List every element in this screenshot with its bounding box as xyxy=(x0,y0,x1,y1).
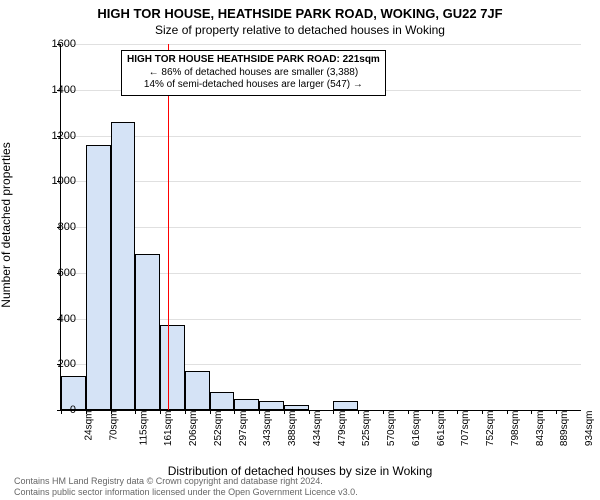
xtick-mark xyxy=(210,410,211,414)
xtick-mark xyxy=(135,410,136,414)
histogram-bar xyxy=(111,122,136,410)
annotation-box: HIGH TOR HOUSE HEATHSIDE PARK ROAD: 221s… xyxy=(121,50,386,96)
histogram-bar xyxy=(234,399,259,410)
xtick-label: 752sqm xyxy=(485,411,496,447)
xtick-mark xyxy=(333,410,334,414)
footer-attribution: Contains HM Land Registry data © Crown c… xyxy=(14,476,358,497)
xtick-label: 70sqm xyxy=(108,411,119,441)
plot-area: 24sqm70sqm115sqm161sqm206sqm252sqm297sqm… xyxy=(60,44,581,411)
annotation-line: HIGH TOR HOUSE HEATHSIDE PARK ROAD: 221s… xyxy=(127,54,380,67)
ytick-label: 400 xyxy=(36,313,76,325)
xtick-label: 434sqm xyxy=(312,411,323,447)
xtick-mark xyxy=(432,410,433,414)
xtick-mark xyxy=(160,410,161,414)
xtick-mark xyxy=(482,410,483,414)
xtick-label: 388sqm xyxy=(287,411,298,447)
histogram-bar xyxy=(210,392,235,410)
ytick-label: 800 xyxy=(36,221,76,233)
xtick-label: 343sqm xyxy=(262,411,273,447)
ytick-label: 200 xyxy=(36,358,76,370)
histogram-bar xyxy=(259,401,284,410)
chart-subtitle: Size of property relative to detached ho… xyxy=(0,21,600,37)
footer-line2: Contains public sector information licen… xyxy=(14,487,358,497)
histogram-bar xyxy=(333,401,358,410)
xtick-label: 206sqm xyxy=(188,411,199,447)
xtick-mark xyxy=(185,410,186,414)
annotation-line: 14% of semi-detached houses are larger (… xyxy=(127,79,380,92)
xtick-mark xyxy=(86,410,87,414)
xtick-label: 525sqm xyxy=(361,411,372,447)
ytick-label: 1400 xyxy=(36,84,76,96)
xtick-mark xyxy=(259,410,260,414)
xtick-label: 661sqm xyxy=(436,411,447,447)
xtick-mark xyxy=(309,410,310,414)
ytick-label: 1200 xyxy=(36,130,76,142)
xtick-mark xyxy=(111,410,112,414)
histogram-bar xyxy=(160,325,185,410)
xtick-label: 843sqm xyxy=(535,411,546,447)
xtick-mark xyxy=(284,410,285,414)
xtick-label: 297sqm xyxy=(238,411,249,447)
ytick-label: 1600 xyxy=(36,38,76,50)
xtick-mark xyxy=(556,410,557,414)
ytick-label: 0 xyxy=(36,404,76,416)
xtick-mark xyxy=(507,410,508,414)
xtick-label: 707sqm xyxy=(461,411,472,447)
histogram-bar xyxy=(86,145,111,410)
y-axis-label: Number of detached properties xyxy=(0,142,13,307)
gridline xyxy=(61,44,581,45)
gridline xyxy=(61,227,581,228)
xtick-label: 889sqm xyxy=(560,411,571,447)
reference-line xyxy=(168,44,169,410)
ytick-label: 600 xyxy=(36,267,76,279)
chart-title: HIGH TOR HOUSE, HEATHSIDE PARK ROAD, WOK… xyxy=(0,0,600,21)
xtick-mark xyxy=(383,410,384,414)
histogram-bar xyxy=(185,371,210,410)
xtick-label: 24sqm xyxy=(84,411,95,441)
chart-container: HIGH TOR HOUSE, HEATHSIDE PARK ROAD, WOK… xyxy=(0,0,600,500)
xtick-label: 479sqm xyxy=(337,411,348,447)
xtick-mark xyxy=(234,410,235,414)
ytick-label: 1000 xyxy=(36,175,76,187)
gridline xyxy=(61,136,581,137)
xtick-label: 115sqm xyxy=(138,411,149,446)
xtick-mark xyxy=(408,410,409,414)
xtick-mark xyxy=(457,410,458,414)
xtick-label: 934sqm xyxy=(584,411,595,447)
xtick-mark xyxy=(531,410,532,414)
xtick-mark xyxy=(358,410,359,414)
xtick-label: 161sqm xyxy=(163,411,174,447)
footer-line1: Contains HM Land Registry data © Crown c… xyxy=(14,476,358,486)
histogram-bar xyxy=(135,254,160,410)
xtick-label: 570sqm xyxy=(386,411,397,447)
xtick-label: 798sqm xyxy=(510,411,521,447)
histogram-bar xyxy=(284,405,309,410)
annotation-line: ← 86% of detached houses are smaller (3,… xyxy=(127,67,380,80)
xtick-label: 252sqm xyxy=(213,411,224,447)
gridline xyxy=(61,181,581,182)
xtick-label: 616sqm xyxy=(411,411,422,447)
